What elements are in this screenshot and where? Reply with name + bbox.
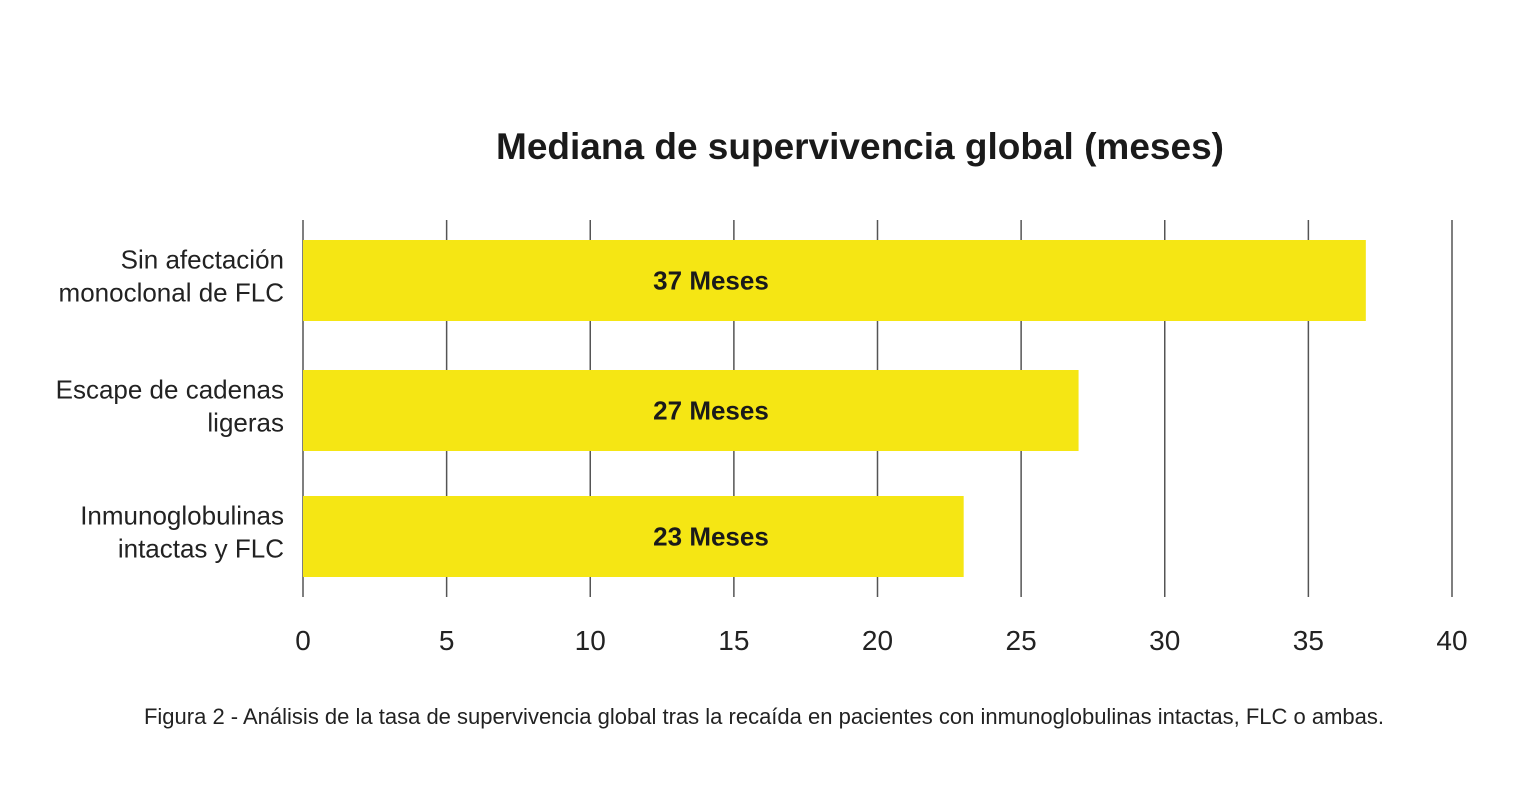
x-tick-label: 35	[1293, 625, 1324, 656]
bar	[303, 370, 1079, 451]
category-label: monoclonal de FLC	[59, 278, 284, 308]
figure-caption: Figura 2 - Análisis de la tasa de superv…	[143, 704, 1385, 729]
x-tick-label: 5	[439, 625, 455, 656]
x-tick-label: 30	[1149, 625, 1180, 656]
x-tick-label: 25	[1006, 625, 1037, 656]
chart-title: Mediana de supervivencia global (meses)	[496, 126, 1224, 167]
bar	[303, 240, 1366, 321]
category-label: ligeras	[207, 408, 284, 438]
x-tick-label: 0	[295, 625, 311, 656]
x-tick-label: 15	[718, 625, 749, 656]
bar	[303, 496, 964, 577]
category-label: Sin afectación	[121, 245, 284, 275]
x-tick-label: 10	[575, 625, 606, 656]
category-label: intactas y FLC	[118, 534, 284, 564]
data-label: 27 Meses	[653, 396, 769, 426]
x-tick-label: 40	[1436, 625, 1467, 656]
category-label: Inmunoglobulinas	[80, 501, 284, 531]
x-tick-label: 20	[862, 625, 893, 656]
data-label: 23 Meses	[653, 522, 769, 552]
category-label: Escape de cadenas	[56, 375, 284, 405]
data-label: 37 Meses	[653, 266, 769, 296]
